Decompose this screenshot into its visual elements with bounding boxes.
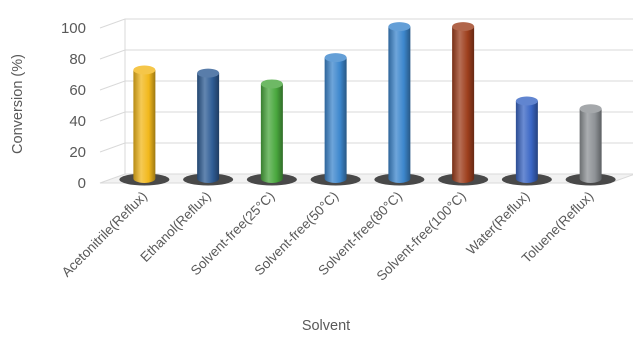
- bar-top: [260, 79, 283, 89]
- bar-body: [324, 57, 347, 183]
- gridline: [99, 80, 633, 91]
- y-tick-label: 0: [78, 175, 86, 192]
- y-tick-label: 80: [69, 51, 86, 68]
- bar-1: [183, 68, 234, 186]
- x-axis-labels: Acetonitrile(Reflux)Ethanol(Reflux)Solve…: [59, 189, 596, 284]
- gridlines: [99, 18, 633, 174]
- gridline: [99, 111, 633, 122]
- bar-body: [579, 108, 602, 183]
- gridline: [99, 142, 633, 153]
- y-tick-label: 100: [61, 20, 86, 37]
- bar-3: [310, 53, 361, 186]
- gridline: [99, 49, 633, 60]
- chart-floor: [99, 173, 633, 184]
- y-tick-label: 20: [69, 144, 86, 161]
- bar-body: [260, 83, 283, 183]
- gridline: [99, 18, 633, 29]
- bar-body: [197, 73, 220, 183]
- bar-top: [515, 96, 538, 106]
- bars: [119, 22, 616, 186]
- bar-top: [388, 22, 411, 32]
- bar-body: [515, 101, 538, 183]
- floor-plane: [99, 173, 633, 184]
- y-axis-ticks: 0 20 40 60 80 100: [61, 20, 86, 192]
- bar-top: [579, 104, 602, 114]
- y-tick-label: 60: [69, 82, 86, 99]
- x-axis-title: Solvent: [302, 318, 350, 334]
- bar-body: [133, 70, 156, 183]
- bar-top: [452, 22, 475, 32]
- bar-4: [374, 22, 425, 186]
- bar-top: [197, 68, 220, 78]
- bar-6: [501, 96, 552, 186]
- bar-top: [324, 53, 347, 63]
- bar-0: [119, 65, 170, 186]
- bar-top: [133, 65, 156, 75]
- bar-5: [438, 22, 489, 186]
- y-axis-title: Conversion (%): [10, 54, 26, 154]
- bar-body: [388, 26, 411, 183]
- bar-2: [246, 79, 297, 186]
- x-tick-label: Acetonitrile(Reflux): [59, 189, 150, 280]
- x-tick-label: Water(Reflux): [463, 189, 532, 258]
- bar-body: [452, 26, 475, 183]
- y-tick-label: 40: [69, 113, 86, 130]
- bar-7: [565, 104, 616, 186]
